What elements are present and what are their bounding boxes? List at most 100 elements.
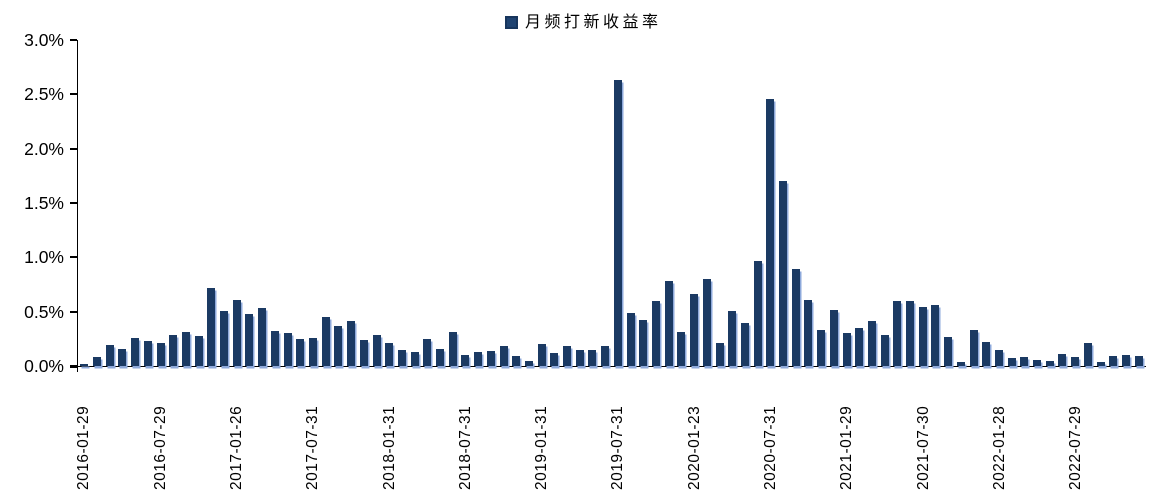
- bar: [575, 349, 584, 366]
- y-axis-tick: [70, 310, 77, 313]
- bar-slot: [78, 40, 91, 366]
- bar-slot: [916, 40, 929, 366]
- bar: [728, 310, 737, 366]
- bar: [1122, 355, 1130, 366]
- bar-slot: [548, 40, 561, 366]
- x-tick-label: 2020-01-23: [685, 405, 703, 490]
- bar: [956, 361, 965, 366]
- bar: [486, 350, 495, 366]
- bar-slot: [586, 40, 599, 366]
- bar: [804, 299, 813, 366]
- x-tick-label: 2017-07-31: [304, 405, 322, 490]
- bar: [220, 310, 229, 366]
- bar: [461, 355, 470, 366]
- bar: [93, 357, 102, 366]
- bar-slot: [256, 40, 269, 366]
- y-tick-label: 2.5%: [24, 84, 64, 105]
- bar: [1134, 356, 1143, 366]
- bar: [715, 343, 724, 366]
- bar-slot: [154, 40, 167, 366]
- bar-slot: [662, 40, 675, 366]
- bar: [867, 321, 876, 366]
- bar: [601, 346, 610, 366]
- bar-slot: [230, 40, 243, 366]
- bar: [296, 338, 305, 366]
- bar: [626, 312, 635, 366]
- bar-slot: [485, 40, 498, 366]
- bar: [1007, 358, 1016, 366]
- bar: [664, 281, 673, 366]
- x-tick-label: 2020-07-31: [761, 405, 779, 490]
- bar: [740, 322, 749, 366]
- x-tick-label: 2016-07-29: [151, 405, 169, 490]
- y-tick-label: 3.0%: [24, 30, 64, 50]
- bar-slot: [497, 40, 510, 366]
- y-axis-tick: [70, 202, 77, 204]
- bar: [423, 338, 432, 366]
- bar: [270, 331, 279, 366]
- bar: [918, 307, 927, 366]
- bar-slot: [955, 40, 968, 366]
- bar-slot: [357, 40, 370, 366]
- x-tick-label: 2021-01-29: [838, 405, 856, 490]
- bar: [410, 351, 419, 366]
- x-tick-label: 2019-01-31: [533, 405, 551, 490]
- bar: [893, 300, 902, 366]
- bar: [969, 330, 978, 366]
- bar: [181, 332, 190, 366]
- y-tick-label: 1.5%: [24, 193, 64, 213]
- y-axis-tick: [70, 39, 77, 41]
- bar: [690, 294, 699, 366]
- y-axis-tick: [70, 93, 77, 96]
- x-tick-label: 2017-01-26: [227, 405, 245, 490]
- bar-slot: [523, 40, 536, 366]
- bar-slot: [446, 40, 459, 366]
- bar-slot: [142, 40, 155, 366]
- bar-slot: [700, 40, 713, 366]
- bar-slot: [650, 40, 663, 366]
- bar-slot: [205, 40, 218, 366]
- bar-slot: [281, 40, 294, 366]
- bar: [194, 335, 203, 366]
- bar: [474, 351, 483, 366]
- bar-slot: [764, 40, 777, 366]
- bar-slot: [345, 40, 358, 366]
- bar-slot: [91, 40, 104, 366]
- bar: [613, 80, 622, 366]
- bar: [753, 260, 762, 366]
- bar: [283, 333, 292, 366]
- bar-slot: [421, 40, 434, 366]
- bar-slot: [269, 40, 282, 366]
- bar: [512, 356, 521, 366]
- y-axis-tick: [70, 147, 77, 150]
- plot-area: [78, 40, 1146, 367]
- bar: [1020, 357, 1029, 366]
- bar: [334, 325, 343, 366]
- bar-slot: [1043, 40, 1056, 366]
- bar: [855, 328, 864, 366]
- bar-slot: [891, 40, 904, 366]
- bar: [766, 98, 775, 366]
- bar: [537, 344, 546, 366]
- bar-slot: [370, 40, 383, 366]
- bar: [131, 337, 140, 366]
- x-axis-corner-tick: [76, 366, 79, 372]
- bar-slot: [218, 40, 231, 366]
- bar: [1033, 359, 1042, 366]
- legend-series-label: 月频打新收益率: [525, 12, 662, 31]
- bar-slot: [307, 40, 320, 366]
- bar-slot: [688, 40, 701, 366]
- bar: [309, 337, 317, 366]
- bar: [550, 353, 559, 366]
- bar-slot: [294, 40, 307, 366]
- bar-slot: [739, 40, 752, 366]
- y-axis-line: [76, 40, 79, 368]
- bar-slot: [129, 40, 142, 366]
- bar: [169, 334, 178, 366]
- bar-slot: [967, 40, 980, 366]
- bar-slot: [332, 40, 345, 366]
- bar: [118, 348, 127, 366]
- bar: [156, 343, 165, 366]
- bar-slot: [459, 40, 472, 366]
